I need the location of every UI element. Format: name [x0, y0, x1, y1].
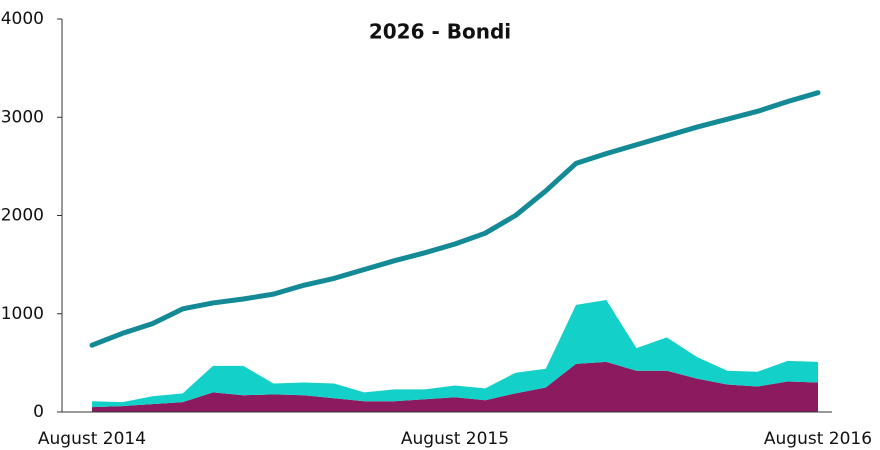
y-tick-label: 3000 — [1, 107, 44, 127]
x-tick-label: August 2016 — [764, 429, 872, 449]
line — [89, 90, 821, 348]
y-tick-label: 2000 — [1, 206, 44, 226]
y-tick-label: 4000 — [1, 9, 44, 29]
chart-title: 2026 - Bondi — [369, 20, 511, 44]
x-tick-label: August 2014 — [38, 429, 146, 449]
area — [92, 361, 818, 412]
area — [92, 299, 818, 408]
y-tick-label: 1000 — [1, 304, 44, 324]
x-tick-label: August 2015 — [401, 429, 509, 449]
y-tick-label: 0 — [33, 402, 44, 422]
